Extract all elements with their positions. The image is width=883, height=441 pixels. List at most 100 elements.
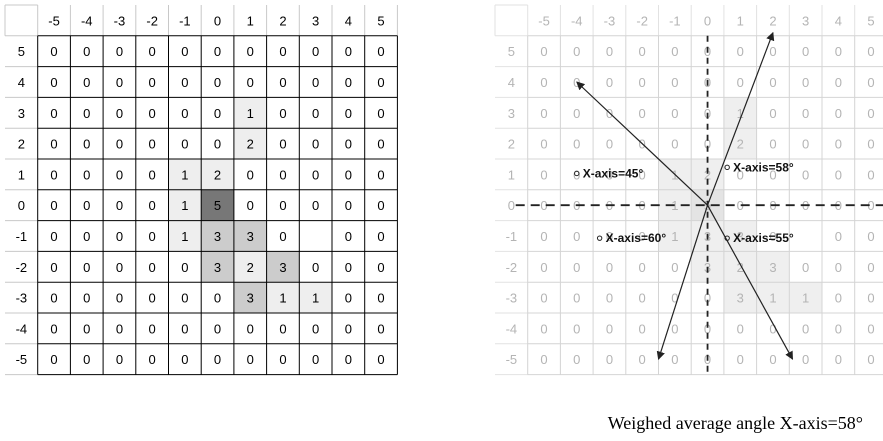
cell-value: 0 — [540, 167, 547, 182]
cell-value: 0 — [149, 229, 156, 244]
cell-value: 0 — [50, 291, 57, 306]
direction-arrow — [707, 204, 794, 360]
column-label: -2 — [146, 13, 158, 28]
shaded-cell — [233, 128, 267, 159]
cell-value: 3 — [214, 260, 221, 275]
cell-value: 1 — [312, 291, 319, 306]
cell-value: 0 — [573, 291, 580, 306]
cell-value: 0 — [802, 260, 809, 275]
cell-value: 0 — [83, 75, 90, 90]
cell-value: 0 — [83, 352, 90, 367]
cell-value: 2 — [214, 167, 221, 182]
row-label: 0 — [18, 198, 25, 213]
cell-value: 0 — [540, 260, 547, 275]
cell-value: 0 — [312, 167, 319, 182]
cell-value: 0 — [867, 167, 874, 182]
cell-value: 0 — [671, 75, 678, 90]
cell-value: 0 — [606, 229, 613, 244]
cell-value: 0 — [671, 137, 678, 152]
cell-value: 0 — [312, 260, 319, 275]
cell-value: 0 — [737, 75, 744, 90]
cell-value: 0 — [181, 137, 188, 152]
shaded-cell — [723, 282, 757, 313]
direction-vectors: X-axis=45° X-axis=58° X-axis=60° X-axis=55° — [515, 31, 883, 375]
shaded-cell — [299, 282, 332, 313]
direction-arrow — [706, 31, 775, 206]
row-label: -3 — [506, 291, 518, 306]
angle-marker — [596, 235, 603, 241]
cell-value: 0 — [149, 167, 156, 182]
cell-value: 0 — [606, 44, 613, 59]
cell-value: 3 — [247, 291, 254, 306]
shaded-cell — [201, 251, 234, 283]
cell-value: 0 — [606, 321, 613, 336]
row-label: 1 — [508, 167, 515, 182]
column-label: 2 — [769, 13, 776, 28]
shaded-cell — [723, 220, 757, 252]
cell-value: 0 — [345, 352, 352, 367]
cell-value: 0 — [769, 352, 776, 367]
cell-value: 0 — [769, 75, 776, 90]
column-label: 5 — [867, 13, 874, 28]
shaded-cell — [756, 251, 790, 283]
cell-value: 0 — [737, 167, 744, 182]
row-label: 0 — [508, 198, 515, 213]
cell-value: 0 — [867, 75, 874, 90]
cell-value: 0 — [149, 198, 156, 213]
cell-value: 0 — [181, 321, 188, 336]
cell-value: 0 — [345, 260, 352, 275]
column-label: 0 — [704, 13, 711, 28]
cell-value: 1 — [671, 198, 678, 213]
cell-value: 0 — [116, 352, 123, 367]
cell-value: 0 — [606, 75, 613, 90]
cell-value: 3 — [279, 260, 286, 275]
cell-value: 1 — [181, 198, 188, 213]
column-label: -2 — [636, 13, 648, 28]
row-label: 4 — [18, 75, 25, 90]
shaded-cell — [723, 128, 757, 159]
cell-value: 0 — [377, 260, 384, 275]
cell-value: 0 — [639, 321, 646, 336]
cell-value: 0 — [214, 291, 221, 306]
row-label: -5 — [506, 352, 518, 367]
cell-value: 0 — [83, 321, 90, 336]
angle-label: X-axis=45° — [583, 166, 644, 180]
shaded-cell — [201, 189, 234, 221]
angle-label: X-axis=60° — [606, 231, 667, 245]
row-label: -1 — [506, 229, 518, 244]
shaded-cell — [168, 189, 202, 221]
cell-value: 0 — [377, 167, 384, 182]
cell-value: 0 — [279, 44, 286, 59]
column-label: -5 — [538, 13, 550, 28]
cell-value: 0 — [312, 352, 319, 367]
cell-value: 0 — [867, 260, 874, 275]
cell-value: 0 — [116, 198, 123, 213]
cell-value: 0 — [639, 44, 646, 59]
cell-value: 0 — [606, 167, 613, 182]
cell-value: 0 — [279, 229, 286, 244]
cell-value: 0 — [639, 352, 646, 367]
cell-value: 0 — [867, 352, 874, 367]
cell-value: 0 — [83, 137, 90, 152]
column-label: -4 — [81, 13, 93, 28]
cell-value: 1 — [802, 291, 809, 306]
cell-value: 0 — [377, 291, 384, 306]
left-value-grid: -5 -4 -3 -2 -1 0 1 2 3 4 5 5 4 3 2 1 0 -1 -2 -3 -4 -5 0 0 0 0 0 0 0 0… — [4, 4, 398, 376]
cell-value: 0 — [312, 137, 319, 152]
column-label: 2 — [279, 13, 286, 28]
cell-value: 0 — [867, 321, 874, 336]
cell-value: 0 — [802, 321, 809, 336]
cell-value: 0 — [279, 352, 286, 367]
shaded-cell — [201, 159, 234, 190]
cell-value: 0 — [573, 106, 580, 121]
cell-value: 2 — [247, 137, 254, 152]
row-label: -1 — [16, 229, 28, 244]
column-label: 1 — [247, 13, 254, 28]
shaded-cell — [789, 282, 822, 313]
cell-value: 0 — [540, 321, 547, 336]
cell-value: 0 — [867, 229, 874, 244]
angle-marker — [724, 164, 730, 171]
shaded-cell — [658, 220, 692, 252]
cell-value: 0 — [737, 321, 744, 336]
